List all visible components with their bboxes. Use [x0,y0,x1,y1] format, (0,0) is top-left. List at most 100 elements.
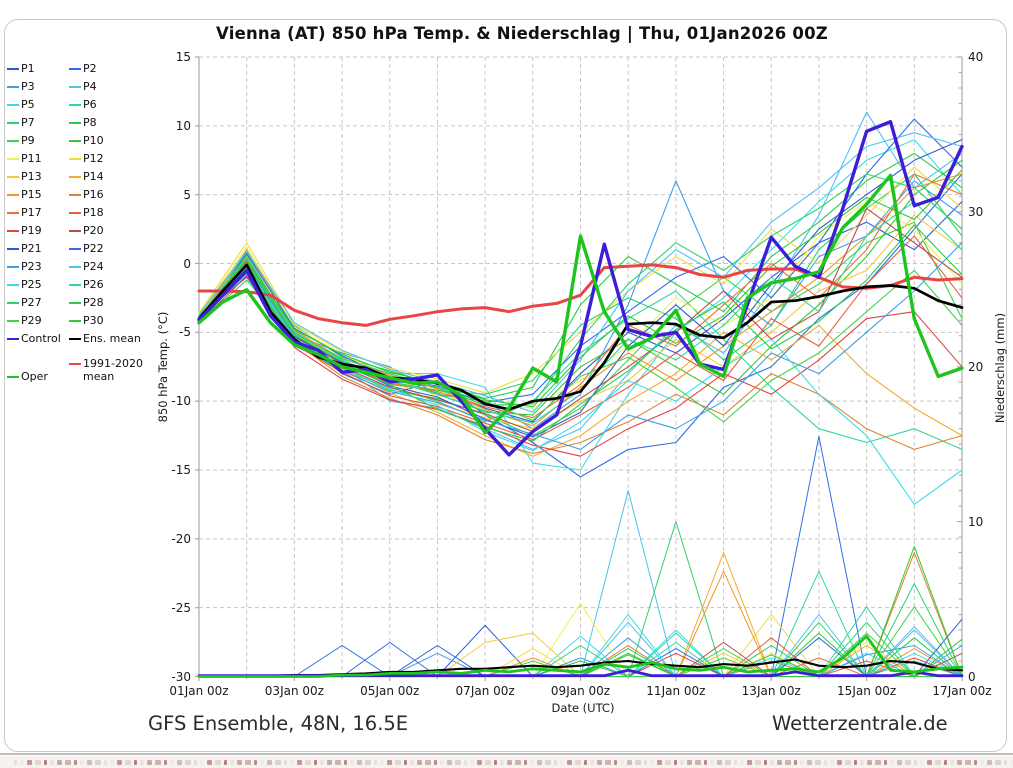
legend-label: P18 [83,205,104,219]
strip-pixel [1004,759,1007,765]
strip-pixel [110,759,114,765]
strip-pixel [290,759,294,765]
legend-label: P16 [83,187,104,201]
right-tick-0: 0 [968,669,976,684]
legend-label: P6 [83,97,97,111]
legend-label: P28 [83,295,104,309]
strip-pixel [207,759,212,765]
legend-swatch [69,85,81,89]
strip-pixel [680,759,684,765]
legend-item-P2: P2 [69,61,173,76]
left-tick--5: -5 [179,325,191,340]
legend-swatch [69,157,81,161]
legend-label: P9 [21,133,35,147]
x-tick-1: 01Jan 00z [169,683,229,698]
legend-swatch [7,175,19,179]
strip-pixel [194,759,197,765]
strip-pixel [537,759,542,765]
strip-pixel [710,759,714,765]
member-temp-P29 [198,262,963,423]
strip-pixel [974,759,977,765]
legend-label: P2 [83,61,97,75]
strip-pixel [44,759,47,765]
legend-item-P26: P26 [69,278,173,292]
legend-swatch [7,85,19,89]
strip-pixel [50,759,54,765]
strip-pixel [575,759,581,765]
strip-pixel [387,759,392,765]
strip-pixel [134,759,137,765]
legend-item-P17: P17 [7,206,69,220]
strip-pixel [260,759,264,765]
strip-pixel [215,759,221,765]
strip-pixel [224,759,227,765]
legend-item-P25: P25 [7,278,69,292]
strip-pixel [464,759,467,765]
legend-label: P7 [21,115,35,129]
strip-pixel [335,759,341,765]
legend-item-P21: P21 [7,242,69,256]
left-tick--15: -15 [171,463,191,477]
strip-pixel [927,759,932,765]
strip-pixel [897,759,902,765]
strip-pixel [267,759,272,765]
strip-pixel [87,759,92,765]
left-tick--25: -25 [171,600,191,615]
x-tick-3: 05Jan 00z [360,683,420,698]
strip-pixel [470,759,474,765]
strip-pixel [657,759,662,765]
strip-pixel [830,759,834,765]
strip-pixel [65,759,71,765]
member-temp-P21 [198,139,963,438]
legend-item-Control: Control [7,332,69,346]
legend-label: P20 [83,223,104,237]
member-temp-P11 [198,201,963,409]
legend-item-P29: P29 [7,314,69,328]
legend-item-P6: P6 [69,97,173,112]
legend-label: P10 [83,133,104,147]
legend-swatch [69,319,81,323]
footer-model-info: GFS Ensemble, 48N, 16.5E [148,712,409,735]
left-tick-15: 15 [175,50,191,64]
strip-pixel [14,759,17,765]
legend-swatch [69,247,81,251]
legend-swatch [7,301,19,305]
legend-swatch [69,337,81,341]
strip-pixel [447,759,452,765]
legend-swatch [69,301,81,305]
strip-pixel [230,759,234,765]
member-temp-P24 [198,132,963,413]
legend-swatch [69,175,81,179]
temp-1991-2020 mean [197,263,964,327]
strip-pixel [644,759,647,765]
legend-label: P11 [21,151,42,165]
legend-swatch [7,319,19,323]
legend-label: P8 [83,115,97,129]
strip-pixel [824,759,827,765]
legend-swatch [7,283,19,287]
strip-pixel [695,759,701,765]
legend-label: P23 [21,259,42,273]
strip-pixel [95,759,101,765]
right-tick-40: 40 [968,50,984,64]
strip-pixel [800,759,804,765]
strip-pixel [837,759,842,765]
strip-pixel [200,759,204,765]
strip-pixel [605,759,611,765]
left-axis-title: 850 hPa Temp. (°C) [156,311,170,423]
strip-pixel [404,759,407,765]
strip-pixel [807,759,812,765]
legend-item-P20: P20 [69,223,173,238]
strip-pixel [944,759,947,765]
legend-swatch [7,211,19,215]
left-tick-10: 10 [175,118,191,133]
chart-card [4,19,1007,752]
legend-label: Oper [21,369,48,383]
strip-pixel [747,759,752,765]
strip-pixel [477,759,482,765]
x-tick-7: 13Jan 00z [741,683,801,698]
strip-pixel [905,759,911,765]
strip-pixel [567,759,572,765]
chart-title: Vienna (AT) 850 hPa Temp. & Niederschlag… [216,24,828,43]
